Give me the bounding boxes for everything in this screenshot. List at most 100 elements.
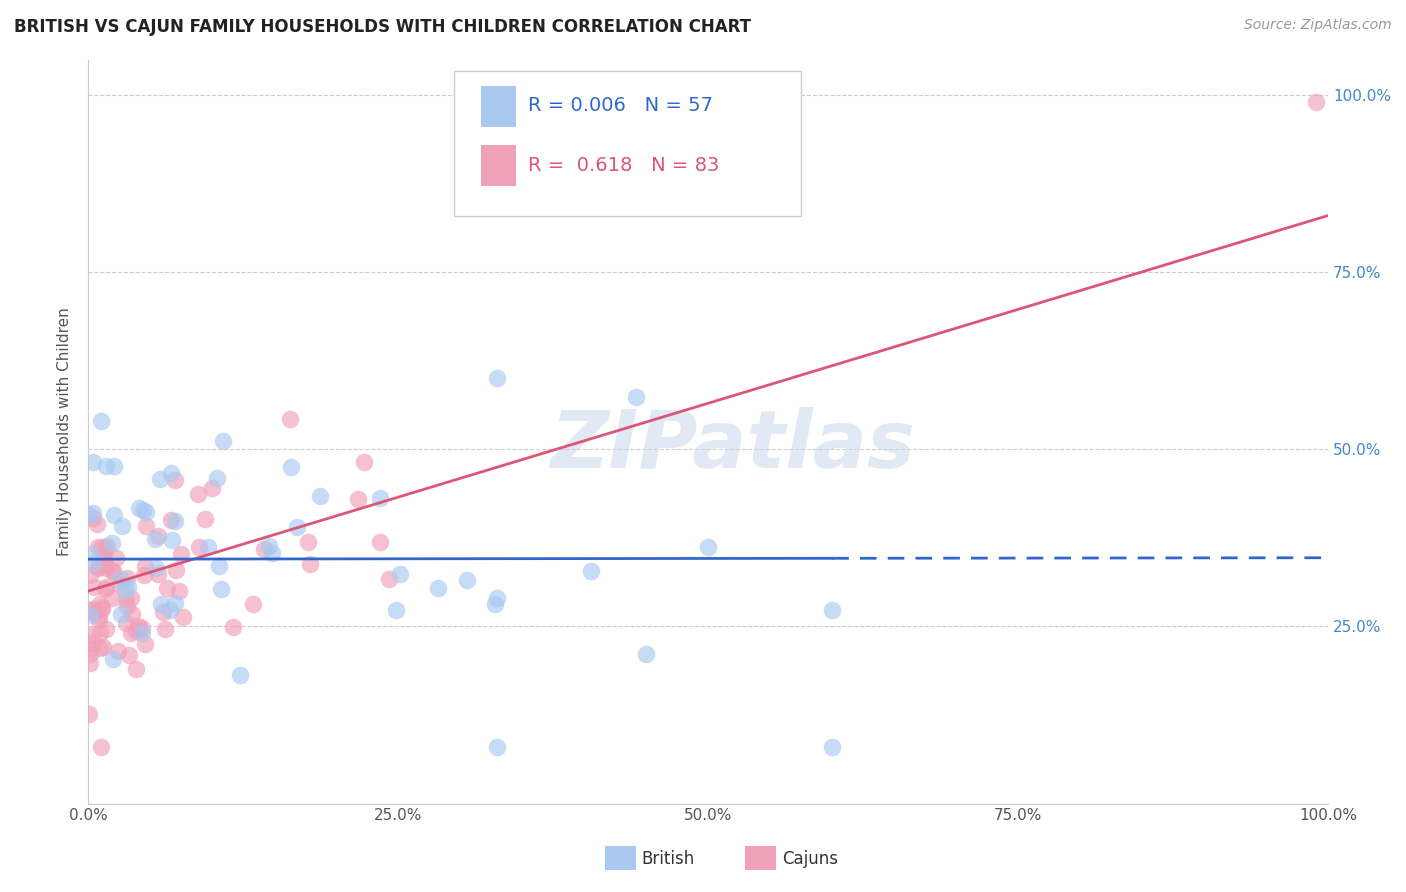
Point	[486, 739, 509, 754]
Point	[165, 595, 187, 609]
Text: BRITISH VS CAJUN FAMILY HOUSEHOLDS WITH CHILDREN CORRELATION CHART: BRITISH VS CAJUN FAMILY HOUSEHOLDS WITH …	[14, 18, 751, 36]
Point	[260, 546, 283, 560]
Point	[143, 533, 166, 547]
Point	[87, 613, 110, 627]
Point	[79, 656, 101, 670]
Point	[86, 516, 108, 531]
Point	[79, 706, 101, 721]
Point	[111, 519, 134, 533]
Point	[160, 467, 183, 481]
Point	[624, 390, 647, 404]
Point	[110, 607, 132, 621]
Point	[107, 644, 129, 658]
Point	[91, 640, 114, 654]
Point	[160, 513, 183, 527]
Point	[134, 559, 156, 574]
Text: British: British	[641, 850, 695, 868]
Point	[165, 473, 187, 487]
Point	[101, 591, 124, 605]
Point	[156, 582, 179, 596]
Point	[125, 624, 148, 639]
FancyBboxPatch shape	[454, 70, 801, 216]
Point	[152, 605, 174, 619]
Point	[165, 563, 187, 577]
Point	[242, 597, 264, 611]
Point	[146, 529, 169, 543]
Point	[187, 487, 209, 501]
Point	[80, 636, 103, 650]
Point	[388, 566, 411, 581]
Point	[79, 648, 101, 662]
Point	[86, 540, 108, 554]
Point	[79, 603, 101, 617]
Point	[150, 598, 173, 612]
Text: ZIPatlas: ZIPatlas	[550, 408, 915, 485]
Text: Cajuns: Cajuns	[782, 850, 838, 868]
Point	[89, 641, 111, 656]
Point	[131, 622, 153, 636]
Point	[90, 739, 112, 754]
Point	[135, 505, 157, 519]
Point	[205, 471, 228, 485]
Point	[209, 582, 232, 597]
Point	[89, 597, 111, 611]
Point	[115, 591, 138, 606]
Point	[257, 539, 280, 553]
Point	[82, 628, 104, 642]
Point	[79, 608, 101, 623]
Point	[94, 459, 117, 474]
Y-axis label: Family Households with Children: Family Households with Children	[58, 307, 72, 556]
Point	[96, 542, 118, 557]
Point	[94, 622, 117, 636]
Point	[172, 610, 194, 624]
Point	[118, 648, 141, 662]
Point	[101, 564, 124, 578]
Point	[131, 626, 153, 640]
Point	[87, 559, 110, 574]
Point	[170, 547, 193, 561]
Point	[160, 533, 183, 547]
Point	[79, 567, 101, 582]
Point	[110, 572, 132, 586]
Point	[155, 622, 177, 636]
Point	[486, 116, 509, 130]
Point	[201, 481, 224, 495]
Point	[82, 455, 104, 469]
Point	[486, 371, 509, 385]
Point	[89, 625, 111, 640]
Point	[82, 510, 104, 524]
Point	[101, 565, 124, 579]
Point	[120, 591, 142, 606]
Point	[128, 622, 150, 636]
Point	[353, 455, 375, 469]
Point	[579, 564, 602, 578]
Point	[697, 540, 720, 554]
Point	[280, 412, 302, 426]
Point	[368, 491, 391, 505]
Point	[149, 472, 172, 486]
Point	[636, 647, 658, 661]
Point	[79, 547, 101, 561]
Point	[82, 506, 104, 520]
Point	[104, 551, 127, 566]
Point	[115, 571, 138, 585]
Point	[91, 602, 114, 616]
Point	[132, 503, 155, 517]
Point	[159, 603, 181, 617]
Point	[128, 500, 150, 515]
Point	[117, 580, 139, 594]
Point	[77, 507, 100, 521]
Point	[103, 508, 125, 522]
Point	[80, 640, 103, 655]
Point	[298, 557, 321, 571]
Point	[456, 573, 478, 587]
Point	[121, 607, 143, 622]
Point	[82, 602, 104, 616]
Point	[285, 520, 308, 534]
Bar	[481, 145, 516, 186]
Point	[83, 607, 105, 621]
Point	[145, 561, 167, 575]
Point	[127, 619, 149, 633]
Point	[229, 668, 252, 682]
Point	[94, 582, 117, 597]
